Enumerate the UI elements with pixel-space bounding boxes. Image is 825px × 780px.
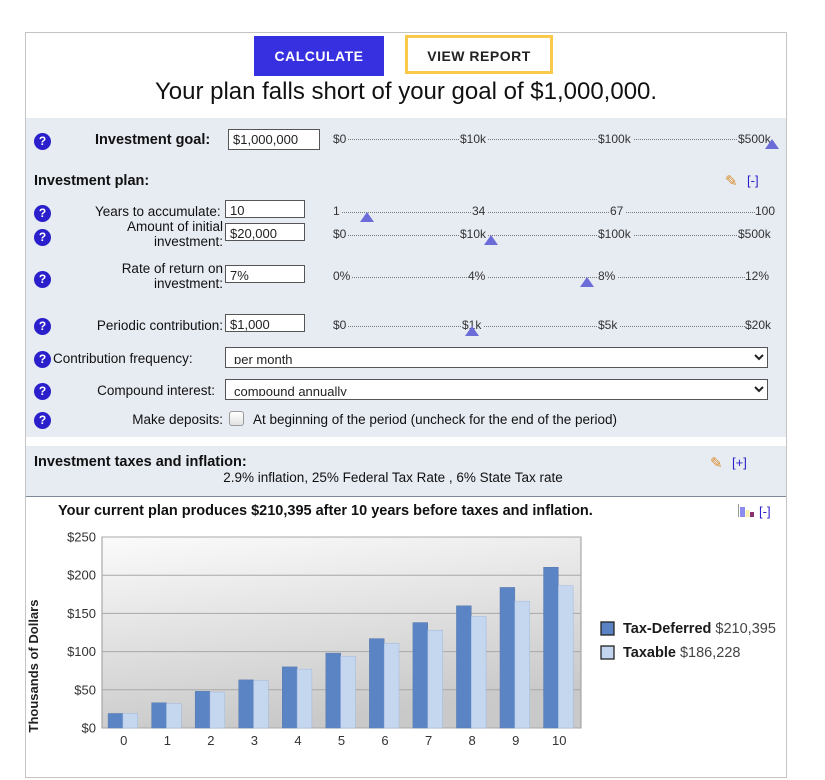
svg-text:$250: $250 xyxy=(67,530,96,545)
svg-text:Tax-Deferred $210,395: Tax-Deferred $210,395 xyxy=(623,621,776,637)
svg-text:7: 7 xyxy=(425,733,432,746)
svg-text:10: 10 xyxy=(552,733,566,746)
svg-text:4: 4 xyxy=(294,733,301,746)
svg-text:$100: $100 xyxy=(67,644,96,659)
svg-text:3: 3 xyxy=(251,733,258,746)
svg-text:2: 2 xyxy=(207,733,214,746)
svg-text:Taxable $186,228: Taxable $186,228 xyxy=(623,645,740,661)
svg-text:$200: $200 xyxy=(67,568,96,583)
svg-text:5: 5 xyxy=(338,733,345,746)
svg-text:$150: $150 xyxy=(67,606,96,621)
svg-text:$50: $50 xyxy=(74,682,96,697)
svg-text:Thousands of Dollars: Thousands of Dollars xyxy=(26,600,41,733)
svg-text:9: 9 xyxy=(512,733,519,746)
svg-text:0: 0 xyxy=(120,733,127,746)
svg-text:$0: $0 xyxy=(82,721,96,736)
svg-text:6: 6 xyxy=(381,733,388,746)
svg-text:1: 1 xyxy=(164,733,171,746)
svg-text:8: 8 xyxy=(469,733,476,746)
